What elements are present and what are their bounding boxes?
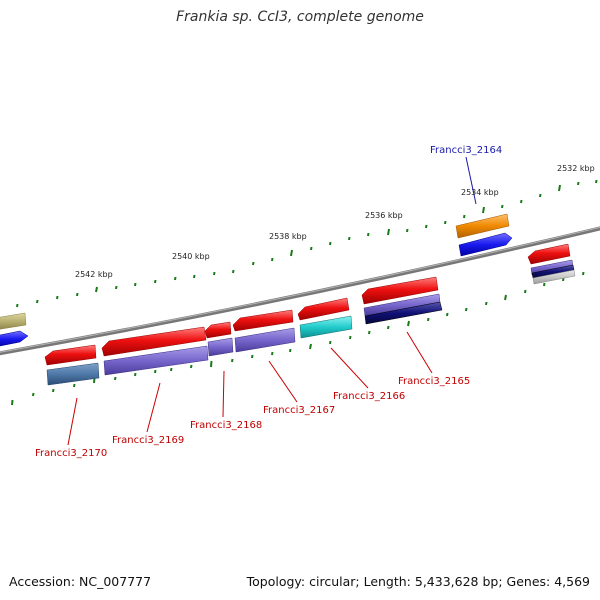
gene-label-2165[interactable]: Francci3_2165 bbox=[398, 376, 470, 387]
gene-2165-navy[interactable] bbox=[364, 301, 443, 325]
gene-2169-purple[interactable] bbox=[103, 345, 209, 376]
gene-label-2167[interactable]: Francci3_2167 bbox=[263, 405, 335, 416]
scale-label: 2540 kbp bbox=[172, 252, 210, 261]
gene-2168-purple[interactable] bbox=[207, 337, 234, 357]
genome-summary-text: Topology: circular; Length: 5,433,628 bp… bbox=[246, 574, 590, 589]
gene-2164-blue-arrow[interactable] bbox=[458, 232, 513, 257]
feature-blue-edge-arrow[interactable] bbox=[0, 330, 29, 347]
outer-scale-ticks bbox=[16, 179, 598, 308]
gene-2167-red-arrow[interactable] bbox=[232, 309, 294, 332]
feature-olive-edge[interactable] bbox=[0, 312, 27, 330]
accession-text: Accession: NC_007777 bbox=[9, 574, 152, 589]
gene-2168-red-arrow[interactable] bbox=[204, 321, 232, 339]
gene-label-2166[interactable]: Francci3_2166 bbox=[333, 391, 405, 402]
gene-label-2168[interactable]: Francci3_2168 bbox=[190, 420, 262, 431]
scale-label: 2538 kbp bbox=[269, 232, 307, 241]
scale-label: 2532 kbp bbox=[557, 164, 595, 173]
gene-label-2164[interactable]: Francci3_2164 bbox=[430, 145, 502, 156]
gene-2166-red-arrow[interactable] bbox=[297, 297, 350, 321]
gene-2170-steel[interactable] bbox=[46, 362, 100, 386]
genome-backbone bbox=[0, 226, 600, 356]
scale-label: 2542 kbp bbox=[75, 270, 113, 279]
inner-scale-ticks bbox=[11, 271, 585, 406]
scale-label: 2534 kbp bbox=[461, 188, 499, 197]
genome-title: Frankia sp. CcI3, complete genome bbox=[176, 9, 424, 25]
gene-2164-orange[interactable] bbox=[455, 213, 510, 239]
gene-label-2170[interactable]: Francci3_2170 bbox=[35, 448, 107, 459]
gene-2165-red-arrow[interactable] bbox=[361, 276, 439, 305]
scale-label: 2536 kbp bbox=[365, 211, 403, 220]
feature-right-gray[interactable] bbox=[532, 269, 576, 285]
gene-2170-red-arrow[interactable] bbox=[44, 344, 97, 366]
gene-label-2169[interactable]: Francci3_2169 bbox=[112, 435, 184, 446]
gene-2167-purple[interactable] bbox=[234, 327, 296, 353]
gene-2166-cyan[interactable] bbox=[299, 315, 353, 339]
gene-2169-red-arrow[interactable] bbox=[101, 326, 207, 357]
feature-red-right-arrow[interactable] bbox=[527, 243, 571, 265]
leader-lines bbox=[67, 156, 477, 446]
